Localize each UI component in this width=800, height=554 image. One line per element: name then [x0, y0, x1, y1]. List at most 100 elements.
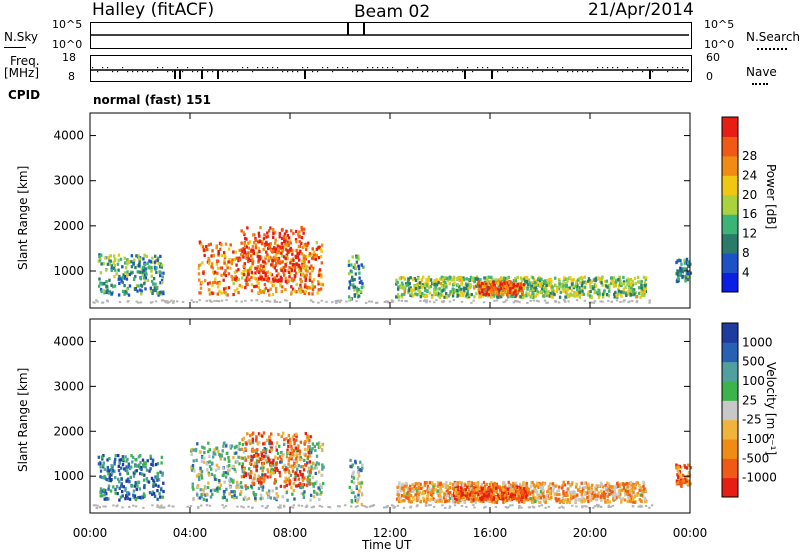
velocity-cell: [638, 485, 642, 489]
velocity-cell: [222, 506, 226, 509]
velocity-cell: [199, 450, 202, 454]
power-cell: [562, 284, 565, 288]
power-cell: [531, 290, 534, 295]
nave-dot: [352, 71, 354, 73]
power-cell: [122, 273, 125, 277]
power-cell: [460, 290, 463, 294]
velocity-cell: [426, 497, 429, 501]
velocity-cell: [360, 465, 364, 469]
velocity-cell: [356, 477, 360, 481]
power-cell: [153, 260, 157, 264]
velocity-cell: [110, 471, 114, 475]
velocity-cell: [282, 453, 285, 457]
power-cell: [317, 273, 321, 278]
velocity-cell: [296, 467, 299, 471]
power-cell: [151, 301, 154, 304]
power-cell: [197, 272, 201, 276]
power-cell: [257, 246, 260, 250]
nave-dot: [677, 67, 679, 69]
power-cell: [638, 280, 641, 284]
velocity-cell: [419, 500, 422, 504]
power-cell: [506, 276, 509, 280]
power-cell: [291, 252, 294, 256]
velocity-cell: [429, 497, 433, 501]
power-cell: [243, 241, 246, 245]
power-cell: [277, 261, 281, 265]
power-cell: [538, 281, 541, 286]
power-cell: [512, 282, 516, 286]
velocity-cell: [242, 436, 246, 440]
velocity-cell: [411, 489, 415, 494]
velocity-cell: [502, 488, 505, 492]
velocity-cell: [420, 486, 423, 491]
power-cell: [413, 284, 417, 288]
velocity-cell: [118, 458, 121, 462]
velocity-cell: [482, 506, 486, 509]
power-cell: [284, 243, 287, 247]
velocity-cell: [233, 451, 236, 456]
nave-dot: [682, 67, 684, 69]
power-cell: [283, 232, 287, 236]
power-cell: [557, 287, 561, 291]
power-cell: [398, 276, 402, 280]
power-cell: [613, 292, 616, 296]
power-cell: [397, 285, 400, 290]
power-cell: [260, 300, 264, 303]
power-cell: [357, 267, 361, 271]
velocity-cell: [448, 506, 451, 509]
power-cell: [485, 284, 488, 288]
velocity-cell: [417, 483, 420, 487]
power-cell: [297, 264, 301, 268]
power-cell: [437, 281, 440, 285]
velocity-cell: [513, 483, 516, 487]
velocity-cell: [429, 490, 432, 495]
nave-dot: [257, 67, 259, 69]
velocity-cell: [527, 491, 530, 495]
power-cell: [257, 282, 260, 286]
power-cell: [321, 283, 325, 287]
velocity-cell: [263, 475, 266, 479]
velocity-cell: [159, 488, 163, 492]
power-cell: [240, 241, 243, 245]
power-cell: [110, 268, 113, 273]
power-cell: [210, 254, 213, 258]
velocity-cell: [306, 475, 310, 479]
velocity-cell: [625, 481, 629, 486]
velocity-cell: [499, 495, 503, 499]
power-cell: [637, 291, 641, 295]
velocity-cell: [203, 451, 206, 455]
power-cell: [247, 251, 250, 255]
velocity-cell: [355, 485, 359, 489]
power-cell: [584, 281, 588, 285]
velocity-cell: [118, 461, 121, 465]
velocity-cell: [548, 492, 551, 496]
power-cell: [315, 241, 318, 245]
velocity-cell: [130, 484, 134, 488]
velocity-cell: [488, 482, 492, 486]
velocity-cell: [608, 500, 611, 504]
power-cell: [263, 260, 266, 264]
power-cell: [244, 299, 247, 302]
velocity-cell: [613, 490, 617, 494]
velocity-cell: [264, 473, 267, 477]
velocity-cell: [295, 484, 298, 488]
power-cell: [564, 288, 567, 292]
velocity-cell: [158, 506, 162, 509]
velocity-cell: [287, 458, 291, 463]
velocity-cell: [426, 490, 430, 494]
velocity-cell: [687, 479, 690, 484]
velocity-cell: [189, 505, 193, 508]
velocity-cell: [120, 490, 124, 494]
velocity-cell: [315, 480, 318, 484]
velocity-cell: [453, 496, 457, 501]
velocity-cell: [122, 485, 125, 489]
velocity-cell: [531, 505, 535, 508]
velocity-cell: [687, 463, 690, 467]
velocity-cell: [314, 448, 317, 453]
velocity-cell: [411, 483, 414, 487]
power-cell: [240, 252, 243, 257]
velocity-cell: [350, 490, 354, 494]
velocity-cell: [192, 448, 195, 452]
velocity-cell: [289, 455, 292, 459]
